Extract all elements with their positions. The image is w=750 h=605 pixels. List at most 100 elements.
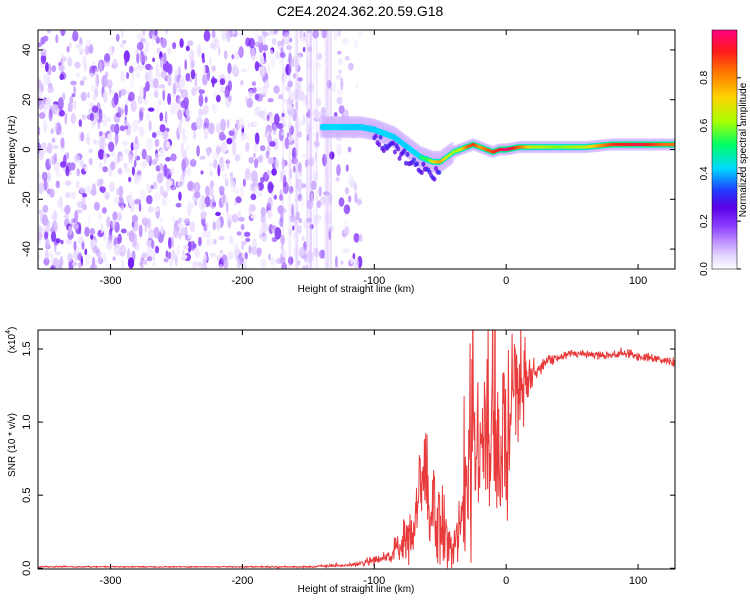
noise-speck	[178, 217, 182, 223]
noise-speck	[195, 261, 203, 268]
noise-speck	[107, 117, 111, 122]
noise-speck	[326, 80, 332, 89]
ridge-peak	[619, 142, 622, 147]
noise-speck	[213, 159, 218, 169]
noise-speck	[349, 255, 354, 264]
noise-speck	[340, 260, 344, 265]
noise-speck	[162, 129, 169, 140]
x-tick-label: -200	[231, 575, 253, 587]
noise-speck	[220, 141, 228, 153]
noise-speck	[98, 162, 104, 170]
ridge-peak	[656, 142, 659, 147]
noise-speck	[297, 90, 305, 102]
ridge-peak	[556, 145, 560, 149]
noise-speck	[354, 182, 357, 192]
noise-speck	[211, 30, 216, 39]
noise-speck	[233, 243, 239, 256]
noise-speck	[60, 239, 64, 245]
noise-speck	[138, 202, 142, 212]
noise-speck	[233, 51, 239, 61]
noise-speck	[227, 62, 232, 75]
noise-speck	[187, 180, 194, 192]
noise-speck	[242, 178, 246, 187]
snr-x-axis-label: Height of straight line (km)	[298, 584, 415, 595]
noise-speck	[155, 152, 160, 162]
noise-speck	[338, 105, 345, 115]
noise-speck	[119, 244, 127, 257]
noise-speck	[296, 131, 303, 138]
noise-speck	[65, 165, 70, 177]
ridge-peak	[431, 159, 434, 164]
noise-speck	[150, 184, 154, 190]
noise-speck	[267, 63, 271, 74]
colorbar-gradient	[712, 30, 737, 269]
noise-speck	[186, 200, 191, 213]
noise-speck	[315, 62, 322, 70]
noise-speck	[82, 55, 87, 67]
noise-speck	[307, 30, 312, 34]
ridge-peak	[626, 142, 630, 147]
noise-speck	[240, 240, 247, 246]
colorbar-tick-label: 0.0	[699, 262, 710, 276]
noise-speck	[274, 227, 282, 240]
noise-speck	[291, 157, 298, 165]
noise-speck	[53, 152, 58, 164]
noise-speck	[159, 124, 166, 133]
noise-speck	[237, 211, 242, 216]
noise-speck	[42, 204, 49, 213]
noise-speck	[226, 158, 230, 170]
noise-speck	[272, 123, 277, 136]
noise-speck	[252, 177, 259, 188]
noise-speck	[258, 40, 264, 53]
noise-speck	[278, 60, 282, 65]
noise-speck	[159, 112, 164, 122]
noise-streak	[310, 30, 312, 269]
noise-streak	[330, 30, 332, 269]
noise-speck	[91, 256, 96, 268]
noise-speck	[38, 112, 46, 119]
ridge-spread	[411, 157, 416, 163]
noise-speck	[195, 116, 203, 130]
colorbar-label: Normalized spectral amplitude	[738, 82, 749, 217]
noise-speck	[308, 157, 315, 167]
noise-speck	[247, 99, 250, 104]
noise-speck	[159, 163, 164, 171]
svg-text:(x104): (x104)	[5, 327, 18, 354]
ridge-peak	[549, 145, 552, 149]
noise-speck	[282, 249, 287, 258]
noise-speck	[128, 91, 135, 102]
noise-streak	[308, 30, 312, 269]
snr-panel: -300 -200 -100 0 100 0.0 0.5 1.0 1.5 Height of …	[5, 327, 676, 595]
noise-speck	[219, 134, 227, 141]
noise-speck	[210, 77, 218, 84]
noise-speck	[106, 216, 111, 228]
noise-speck	[350, 128, 358, 140]
spectrogram-y-axis-label: Frequency (Hz)	[7, 116, 18, 185]
noise-speck	[278, 93, 283, 100]
noise-speck	[117, 154, 120, 164]
noise-speck	[354, 192, 358, 204]
noise-speck	[231, 213, 239, 223]
noise-speck	[222, 193, 226, 204]
ridge-peak	[536, 145, 539, 149]
colorbar-tick-label: 0.6	[699, 118, 710, 132]
noise-speck	[202, 74, 208, 86]
noise-speck	[245, 142, 250, 152]
noise-speck	[38, 231, 43, 241]
snr-frame	[37, 329, 676, 570]
noise-speck	[255, 86, 261, 93]
noise-speck	[69, 42, 72, 48]
ridge-peak	[558, 145, 561, 149]
noise-speck	[49, 227, 54, 233]
noise-speck	[55, 180, 60, 189]
noise-speck	[120, 88, 127, 96]
noise-speck	[250, 193, 257, 201]
noise-speck	[109, 182, 115, 193]
noise-speck	[301, 265, 309, 269]
noise-speck	[174, 254, 178, 267]
noise-speck	[54, 251, 62, 256]
noise-speck	[302, 46, 306, 53]
noise-speck	[163, 258, 169, 263]
noise-speck	[269, 141, 276, 147]
noise-speck	[329, 194, 333, 201]
